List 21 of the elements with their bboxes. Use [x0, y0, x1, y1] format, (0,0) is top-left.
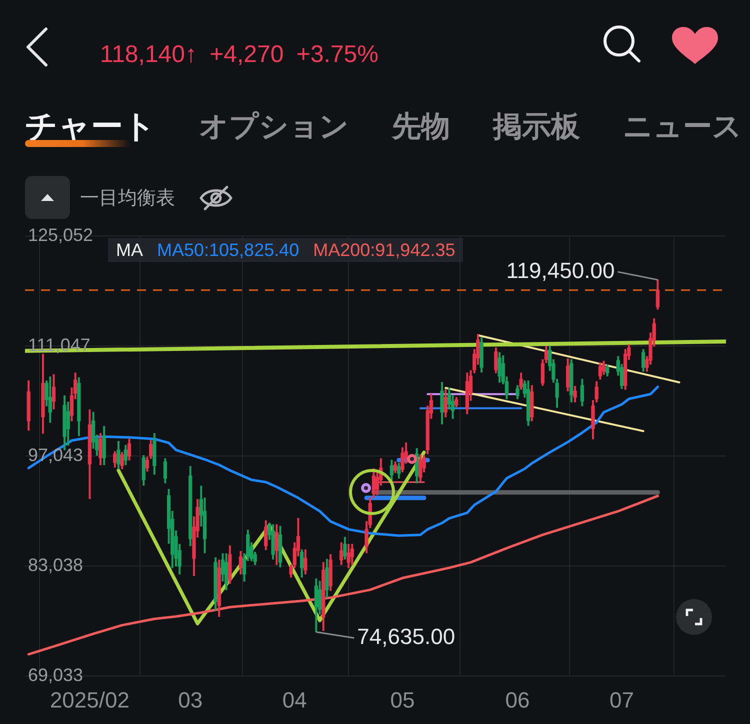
y-tick-label: 83,038 — [28, 554, 84, 575]
text: 一目均衡表 — [80, 186, 175, 211]
legend-title: MA — [116, 240, 143, 260]
chart-subtitle: 118,140↑ +4,270 +3.75% — [100, 41, 378, 69]
text: オプション — [199, 108, 349, 145]
annotation: 74,635.00 — [357, 624, 456, 650]
text: ニュース — [623, 108, 742, 145]
text: チャート — [25, 106, 156, 147]
x-tick-label: 2025/02 — [50, 687, 130, 712]
x-tick-label: 05 — [390, 687, 415, 712]
x-tick-label: 04 — [282, 687, 307, 712]
text: MA200:91,942.35 — [313, 240, 456, 260]
y-tick-label: 69,033 — [28, 664, 84, 685]
x-tick-label: 07 — [610, 687, 634, 712]
x-tick-label: 06 — [505, 687, 530, 712]
annotation: 119,450.00 — [506, 258, 615, 283]
text: 掲示板 — [493, 108, 580, 145]
x-tick-label: 03 — [178, 687, 203, 712]
y-tick-label: 125,052 — [28, 224, 94, 245]
text: 先物 — [392, 108, 450, 145]
text: MA50:105,825.40 — [157, 240, 300, 260]
